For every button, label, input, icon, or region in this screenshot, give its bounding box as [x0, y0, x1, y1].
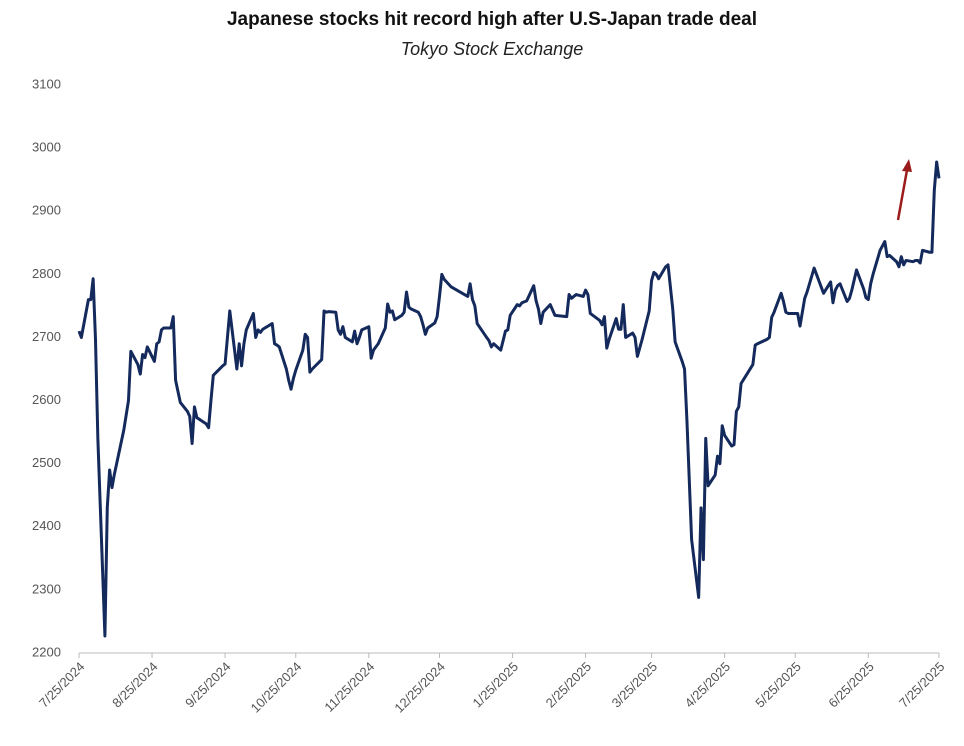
y-tick-label: 2900: [32, 203, 61, 218]
y-tick-label: 2800: [32, 266, 61, 281]
annotation-arrow: [896, 159, 912, 221]
chart-subtitle: Tokyo Stock Exchange: [401, 39, 583, 59]
y-tick-label: 2400: [32, 518, 61, 533]
x-tick-label: 6/25/2025: [825, 659, 877, 711]
x-tick-label: 7/25/2025: [896, 659, 948, 711]
x-tick-label: 9/25/2024: [182, 659, 234, 711]
x-tick-label: 12/25/2024: [391, 659, 448, 716]
y-tick-label: 3100: [32, 76, 61, 91]
y-tick-label: 2600: [32, 392, 61, 407]
chart-title: Japanese stocks hit record high after U.…: [227, 9, 757, 30]
x-tick-label: 4/25/2025: [682, 659, 734, 711]
series-line: [77, 160, 941, 638]
y-tick-label: 2300: [32, 581, 61, 596]
x-tick-label: 8/25/2024: [109, 659, 161, 711]
x-tick-label: 10/25/2024: [248, 659, 305, 716]
x-tick-label: 2/25/2025: [543, 659, 595, 711]
x-tick-label: 3/25/2025: [609, 659, 661, 711]
y-tick-label: 3000: [32, 140, 61, 155]
y-tick-label: 2700: [32, 329, 61, 344]
y-tick-label: 2500: [32, 455, 61, 470]
x-tick-label: 1/25/2025: [470, 659, 522, 711]
x-tick-label: 11/25/2024: [321, 659, 377, 715]
x-tick-label: 7/25/2024: [36, 659, 88, 711]
x-tick-label: 5/25/2025: [752, 659, 804, 711]
y-tick-label: 2200: [32, 644, 61, 659]
